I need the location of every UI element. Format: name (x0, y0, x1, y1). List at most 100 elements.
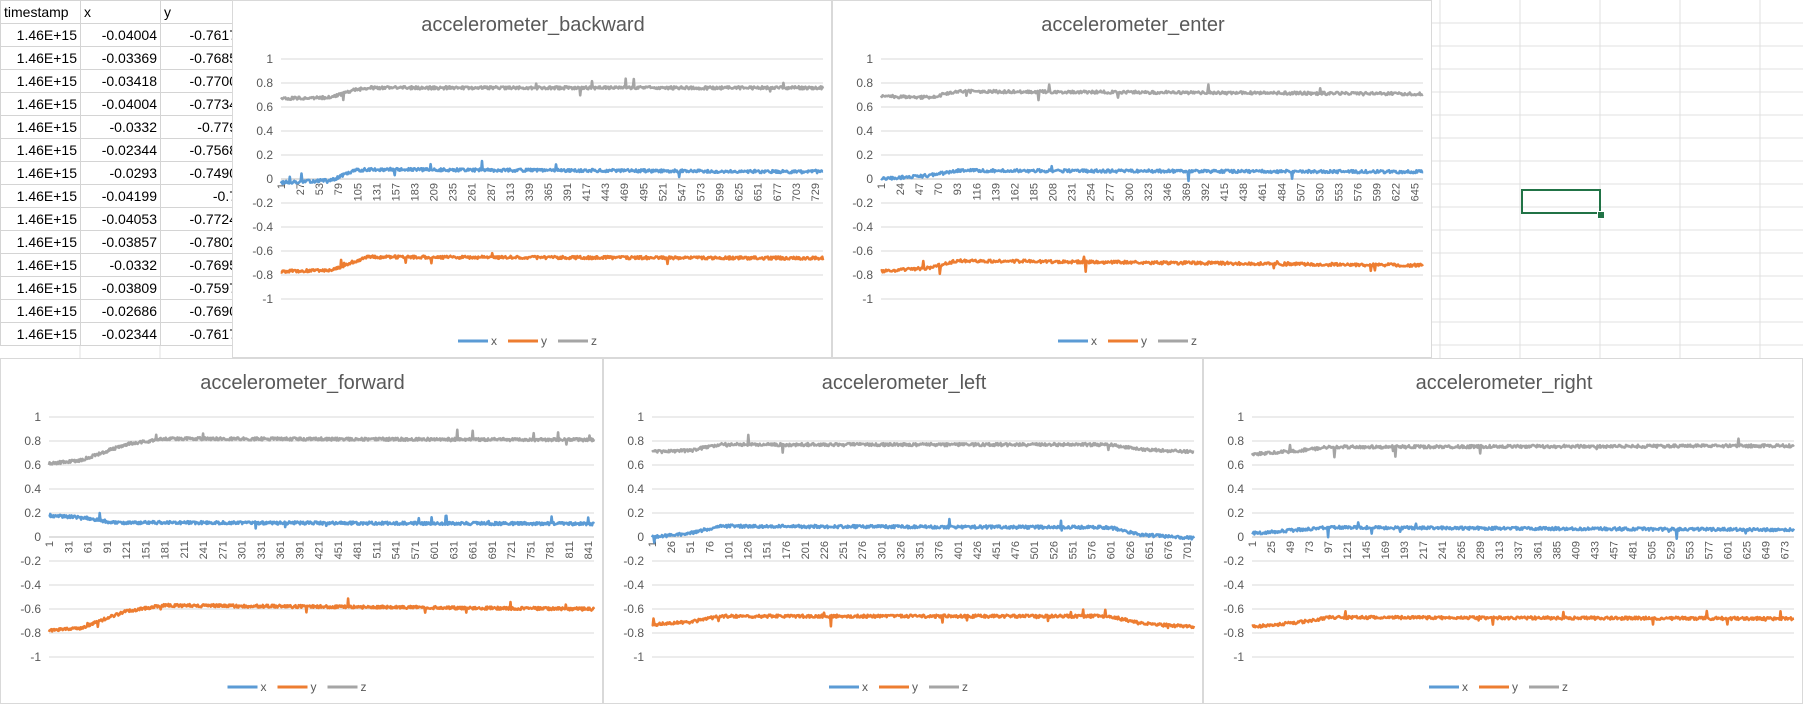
y-tick-label: 0.4 (256, 124, 273, 138)
chart-enter[interactable]: accelerometer_enter 1 0.8 0.6 0.4 0.2 0 -0.2 -0.… (832, 0, 1432, 358)
y-tick-label: 0 (266, 172, 273, 186)
x-tick-label: 24 (895, 183, 907, 195)
series-line-z[interactable] (280, 77, 825, 102)
table-cell[interactable]: 1.46E+15 (0, 207, 81, 231)
table-cell[interactable]: -0.0293 (80, 161, 161, 185)
table-cell[interactable]: 1.46E+15 (0, 322, 81, 346)
chart-forward[interactable]: accelerometer_forward 1 0.8 0.6 0.4 0.2 0 -0.2 -… (0, 358, 603, 704)
table-cell[interactable]: -0.04004 (80, 23, 161, 47)
header-cell[interactable]: y (160, 0, 241, 24)
table-cell[interactable]: 1.46E+15 (0, 299, 81, 323)
series-line-y[interactable] (651, 608, 1196, 630)
x-tick-label: 76 (704, 541, 716, 553)
table-cell[interactable]: -0.7617 (160, 23, 241, 47)
table-cell[interactable]: -0.03418 (80, 69, 161, 93)
table-cell[interactable]: -0.7 (160, 184, 241, 208)
table-cell[interactable]: -0.7724 (160, 207, 241, 231)
x-tick-label: 151 (140, 541, 152, 559)
table-cell[interactable]: 1.46E+15 (0, 138, 81, 162)
table-cell[interactable]: 1.46E+15 (0, 115, 81, 139)
table-cell[interactable]: 1.46E+15 (0, 69, 81, 93)
x-tick-label: 481 (1627, 541, 1639, 559)
header-cell[interactable]: x (80, 0, 161, 24)
series-line-y[interactable] (880, 255, 1424, 276)
x-tick-label: 507 (1295, 183, 1307, 201)
table-row: 1.46E+15 -0.03418 -0.7700 (0, 69, 241, 93)
table-cell[interactable]: -0.7490 (160, 161, 241, 185)
series-line-x[interactable] (1251, 521, 1796, 540)
series-line-y[interactable] (47, 597, 596, 633)
table-cell[interactable]: -0.7700 (160, 69, 241, 93)
table-cell[interactable]: 1.46E+15 (0, 184, 81, 208)
y-tick-label: -0.4 (1223, 578, 1244, 592)
table-cell[interactable]: -0.7617 (160, 322, 241, 346)
table-cell[interactable]: -0.7802 (160, 230, 241, 254)
series-line-z[interactable] (47, 428, 596, 466)
y-tick-label: 0.6 (856, 100, 873, 114)
table-cell[interactable]: -0.7568 (160, 138, 241, 162)
table-cell[interactable]: -0.7695 (160, 253, 241, 277)
series-line-x[interactable] (279, 159, 824, 186)
table-cell[interactable]: 1.46E+15 (0, 161, 81, 185)
table-cell[interactable]: -0.04199 (80, 184, 161, 208)
x-tick-label: 208 (1048, 183, 1060, 201)
series-line-x[interactable] (48, 511, 596, 530)
chart-right[interactable]: accelerometer_right 1 0.8 0.6 0.4 0.2 0 -0.2 -0.… (1203, 358, 1803, 704)
x-tick-label: 251 (838, 541, 850, 559)
table-cell[interactable]: -0.02686 (80, 299, 161, 323)
chart-left[interactable]: accelerometer_left 1 0.8 0.6 0.4 0.2 0 -0.2 -0.4… (603, 358, 1203, 704)
header-cell[interactable]: timestamp (0, 0, 81, 24)
table-cell[interactable]: -0.04004 (80, 92, 161, 116)
table-cell[interactable]: 1.46E+15 (0, 253, 81, 277)
table-cell[interactable]: 1.46E+15 (0, 23, 81, 47)
series-line-x[interactable] (880, 164, 1424, 183)
x-tick-label: 751 (525, 541, 537, 559)
table-cell[interactable]: -0.7597 (160, 276, 241, 300)
y-tick-label: 0.6 (256, 100, 273, 114)
table-cell[interactable]: 1.46E+15 (0, 46, 81, 70)
x-tick-label: 235 (448, 183, 460, 201)
y-tick-label: -0.6 (1223, 602, 1244, 616)
x-tick-label: 369 (1181, 183, 1193, 201)
fill-handle[interactable] (1597, 211, 1605, 219)
table-cell[interactable]: 1.46E+15 (0, 92, 81, 116)
x-tick-label: 625 (734, 183, 746, 201)
table-cell[interactable]: 1.46E+15 (0, 230, 81, 254)
y-tick-label: 1 (1237, 410, 1244, 424)
y-tick-label: -1 (262, 292, 273, 306)
table-cell[interactable]: -0.7734 (160, 92, 241, 116)
table-cell[interactable]: -0.7690 (160, 299, 241, 323)
table-cell[interactable]: -0.03369 (80, 46, 161, 70)
series-line-y[interactable] (1251, 609, 1795, 629)
table-cell[interactable]: -0.03809 (80, 276, 161, 300)
y-tick-label: 0 (1237, 530, 1244, 544)
series-line-y[interactable] (280, 251, 825, 274)
table-row: 1.46E+15 -0.0332 -0.7695 (0, 253, 241, 277)
x-tick-label: 451 (991, 541, 1003, 559)
selected-cell[interactable] (1521, 189, 1601, 214)
table-cell[interactable]: -0.04053 (80, 207, 161, 231)
table-cell[interactable]: -0.02344 (80, 138, 161, 162)
series-line-z[interactable] (651, 433, 1195, 455)
table-cell[interactable]: -0.779 (160, 115, 241, 139)
series-line-x[interactable] (650, 517, 1196, 544)
x-tick-label: 729 (810, 183, 822, 201)
x-tick-label: 703 (791, 183, 803, 201)
table-cell[interactable]: 1.46E+15 (0, 276, 81, 300)
x-tick-label: 577 (1703, 541, 1715, 559)
table-cell[interactable]: -0.0332 (80, 115, 161, 139)
y-tick-label: 0 (34, 530, 41, 544)
series-line-z[interactable] (1250, 437, 1795, 459)
x-tick-label: 145 (1361, 541, 1373, 559)
y-tick-label: 0.6 (627, 458, 644, 472)
x-tick-label: 541 (391, 541, 403, 559)
table-cell[interactable]: -0.02344 (80, 322, 161, 346)
table-cell[interactable]: -0.0332 (80, 253, 161, 277)
series-line-z[interactable] (879, 83, 1424, 102)
table-cell[interactable]: -0.03857 (80, 230, 161, 254)
chart-backward[interactable]: accelerometer_backward 1 0.8 0.6 0.4 0.2 0 -0.2… (232, 0, 832, 358)
x-tick-label: 721 (506, 541, 518, 559)
x-tick-label: 415 (1219, 183, 1231, 201)
x-tick-label: 201 (800, 541, 812, 559)
table-cell[interactable]: -0.7685 (160, 46, 241, 70)
